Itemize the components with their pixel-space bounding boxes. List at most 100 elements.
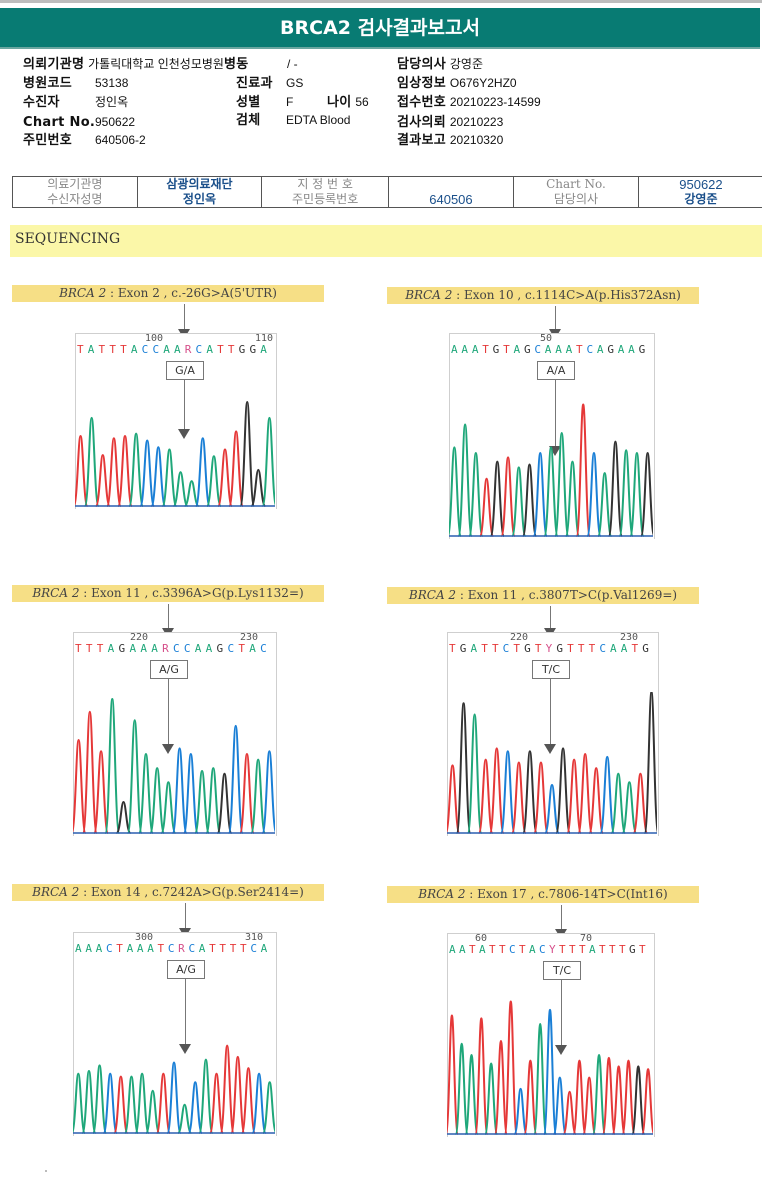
lab-doctor-value: 강영준	[637, 192, 762, 208]
table-row: 의료기관명 삼광의료재단 지 정 번 호 Chart No. 950622	[12, 176, 762, 192]
genotype-label: A/G	[167, 960, 205, 979]
section-title: SEQUENCING	[15, 231, 121, 247]
base-call: A	[461, 343, 469, 356]
trace-peak	[81, 1069, 97, 1134]
trace-peak	[632, 772, 649, 834]
trace-peak	[511, 761, 527, 834]
variant-description: : Exon 11 , c.3807T>C(p.Val1269=)	[456, 588, 678, 602]
recipient-value: 정인옥	[95, 95, 129, 109]
base-call: A	[544, 343, 552, 356]
base-call: A	[260, 942, 268, 955]
base-call: C	[173, 642, 181, 655]
trace-peak	[172, 471, 189, 507]
trace-peak	[250, 758, 267, 834]
base-call: T	[229, 942, 237, 955]
clinical-label: 임상정보	[397, 76, 447, 91]
base-call: T	[567, 642, 575, 655]
base-call: A	[126, 942, 134, 955]
doctor-label: 담당의사	[397, 57, 447, 72]
gene-name: BRCA 2	[405, 288, 453, 302]
variant-description: : Exon 2 , c.-26G>A(5'UTR)	[106, 286, 277, 300]
trace-peak	[91, 1064, 108, 1134]
base-call: T	[109, 343, 117, 356]
trace-peak	[150, 446, 167, 507]
trace-peak	[93, 750, 110, 834]
age-value: 56	[355, 95, 369, 109]
base-call: T	[217, 343, 225, 356]
base-call: A	[555, 343, 563, 356]
base-call: T	[619, 943, 627, 956]
base-call: C	[188, 942, 196, 955]
base-call: G	[629, 943, 637, 956]
position-label: 50	[540, 333, 553, 344]
trace-peak	[500, 456, 516, 537]
base-call: C	[599, 642, 607, 655]
base-call: G	[607, 343, 615, 356]
trace-peak	[513, 1087, 528, 1135]
base-call: A	[459, 943, 467, 956]
hospital-code-value: 53138	[95, 76, 129, 90]
id-number-label: 주민번호	[23, 133, 73, 148]
top-border	[0, 0, 762, 3]
base-call: C	[534, 343, 542, 356]
base-call: T	[519, 943, 527, 956]
pointer-line	[185, 979, 186, 1044]
trace-peak	[464, 1054, 479, 1135]
chromatogram-trace	[447, 1000, 653, 1135]
base-call: A	[479, 943, 487, 956]
base-call: T	[209, 942, 217, 955]
base-call: Y	[545, 642, 553, 655]
trace-peak	[206, 455, 222, 507]
base-call: A	[151, 642, 159, 655]
trace-peak	[488, 747, 505, 834]
base-call: A	[610, 642, 618, 655]
trace-peak	[239, 401, 256, 507]
trace-peak	[73, 738, 87, 834]
position-label: 220	[130, 632, 149, 643]
base-call: T	[96, 642, 104, 655]
base-call: A	[147, 942, 155, 955]
trace-peak	[194, 437, 211, 507]
institution-value: 가톨릭대학교 인천성모병원	[88, 57, 224, 71]
base-call: T	[489, 943, 497, 956]
trace-peak	[183, 480, 200, 507]
trace-peak	[582, 1076, 597, 1135]
receipt-label: 접수번호	[397, 95, 447, 110]
genotype-label: A/A	[537, 361, 575, 380]
trace-peak	[251, 1072, 267, 1134]
hospital-code-label: 병원코드	[23, 76, 73, 91]
base-call: T	[98, 343, 106, 356]
base-call: A	[198, 942, 206, 955]
base-call: T	[240, 942, 248, 955]
base-call: T	[219, 942, 227, 955]
trace-peak	[555, 747, 571, 834]
lab-receiving-table: 의료기관명 삼광의료재단 지 정 번 호 Chart No. 950622 수신…	[12, 176, 762, 208]
base-call: C	[260, 642, 268, 655]
position-label: 300	[135, 932, 154, 943]
designation-value	[387, 176, 514, 192]
lab-institution-value: 삼광의료재단	[136, 176, 263, 192]
base-call: C	[141, 343, 149, 356]
base-call: R	[162, 642, 170, 655]
trace-peak	[641, 1068, 653, 1135]
trace-peak	[621, 781, 638, 834]
base-call: A	[206, 343, 214, 356]
trace-peak	[554, 432, 570, 537]
base-call: A	[75, 942, 83, 955]
lab-chart-no-label: Chart No.	[512, 176, 639, 192]
base-call: T	[609, 943, 617, 956]
base-call: A	[163, 343, 171, 356]
base-call: G	[238, 343, 246, 356]
trace-peak	[137, 753, 154, 834]
trace-peak	[81, 710, 98, 834]
position-label: 60	[475, 933, 488, 944]
trace-peak	[449, 446, 463, 537]
arrow-line	[184, 304, 185, 335]
base-call: T	[534, 642, 543, 655]
age-label: 나이	[327, 95, 352, 110]
gene-name: BRCA 2	[408, 588, 457, 602]
trace-peak	[599, 755, 616, 834]
